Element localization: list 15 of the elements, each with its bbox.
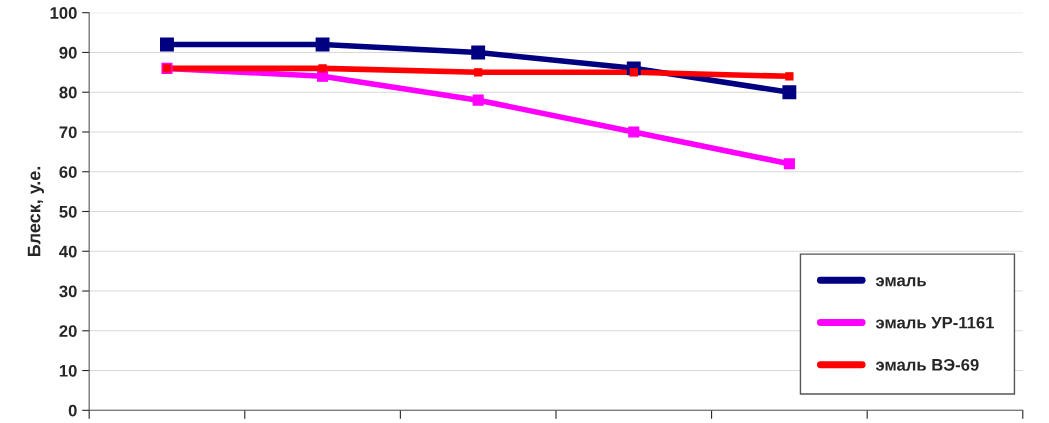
legend-label: эмаль УР-1161: [875, 316, 994, 329]
y-tick-label: 60: [59, 166, 77, 178]
y-tick-label: 70: [59, 126, 77, 139]
y-axis-title: Блеск, у.е.: [27, 166, 44, 257]
legend-label: эмаль ВЭ-69: [875, 358, 979, 371]
y-tick-label: 50: [59, 205, 77, 218]
y-tick-label: 30: [59, 285, 77, 298]
y-tick-label: 90: [59, 46, 77, 59]
legend-label: эмаль: [875, 277, 926, 287]
y-tick-label: 100: [50, 7, 77, 19]
y-tick-label: 80: [59, 86, 77, 99]
y-tick-label: 20: [59, 325, 77, 337]
y-tick-label: 40: [59, 245, 77, 258]
y-tick-label: 10: [59, 364, 77, 377]
y-tick-label: 0: [68, 404, 77, 417]
